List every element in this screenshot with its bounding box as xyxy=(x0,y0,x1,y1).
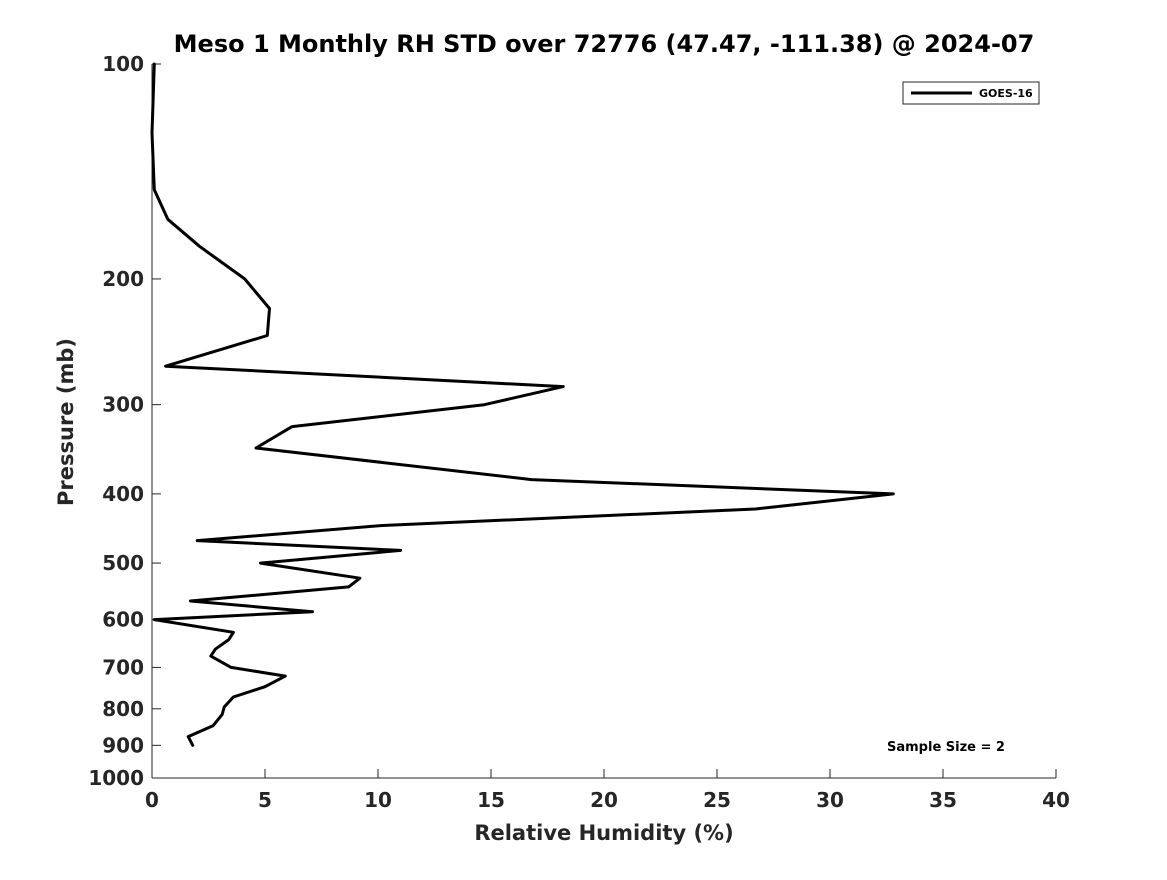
y-tick-label: 800 xyxy=(102,697,144,721)
x-tick-label: 10 xyxy=(364,788,392,812)
chart-title: Meso 1 Monthly RH STD over 72776 (47.47,… xyxy=(174,30,1035,58)
x-tick-label: 20 xyxy=(590,788,618,812)
x-tick-label: 5 xyxy=(258,788,272,812)
y-tick-label: 500 xyxy=(102,551,144,575)
axes xyxy=(151,64,1056,779)
sample-size-annotation: Sample Size = 2 xyxy=(887,740,1005,755)
series-layer xyxy=(150,62,895,747)
y-tick-label: 100 xyxy=(102,52,144,76)
x-axis-title: Relative Humidity (%) xyxy=(474,821,733,845)
x-tick-label: 25 xyxy=(703,788,731,812)
y-tick-label: 600 xyxy=(102,608,144,632)
legend: GOES-16 xyxy=(902,81,1040,105)
y-axis-title: Pressure (mb) xyxy=(54,338,78,506)
x-tick-label: 0 xyxy=(145,788,159,812)
x-tick-label: 30 xyxy=(816,788,844,812)
x-tick-label: 15 xyxy=(477,788,505,812)
y-tick-label: 300 xyxy=(102,393,144,417)
series-line-goes-16 xyxy=(150,62,895,747)
x-ticks: 0 5 10 15 20 25 30 35 40 xyxy=(145,769,1070,812)
x-tick-label: 40 xyxy=(1042,788,1070,812)
y-tick-label: 1000 xyxy=(88,766,144,790)
y-tick-label: 700 xyxy=(102,655,144,679)
y-tick-label: 200 xyxy=(102,267,144,291)
y-ticks: 100 200 300 400 500 600 700 800 900 1000 xyxy=(88,52,161,790)
x-tick-label: 35 xyxy=(929,788,957,812)
legend-label-goes-16: GOES-16 xyxy=(979,87,1033,100)
y-tick-label: 900 xyxy=(102,733,144,757)
y-tick-label: 400 xyxy=(102,482,144,506)
